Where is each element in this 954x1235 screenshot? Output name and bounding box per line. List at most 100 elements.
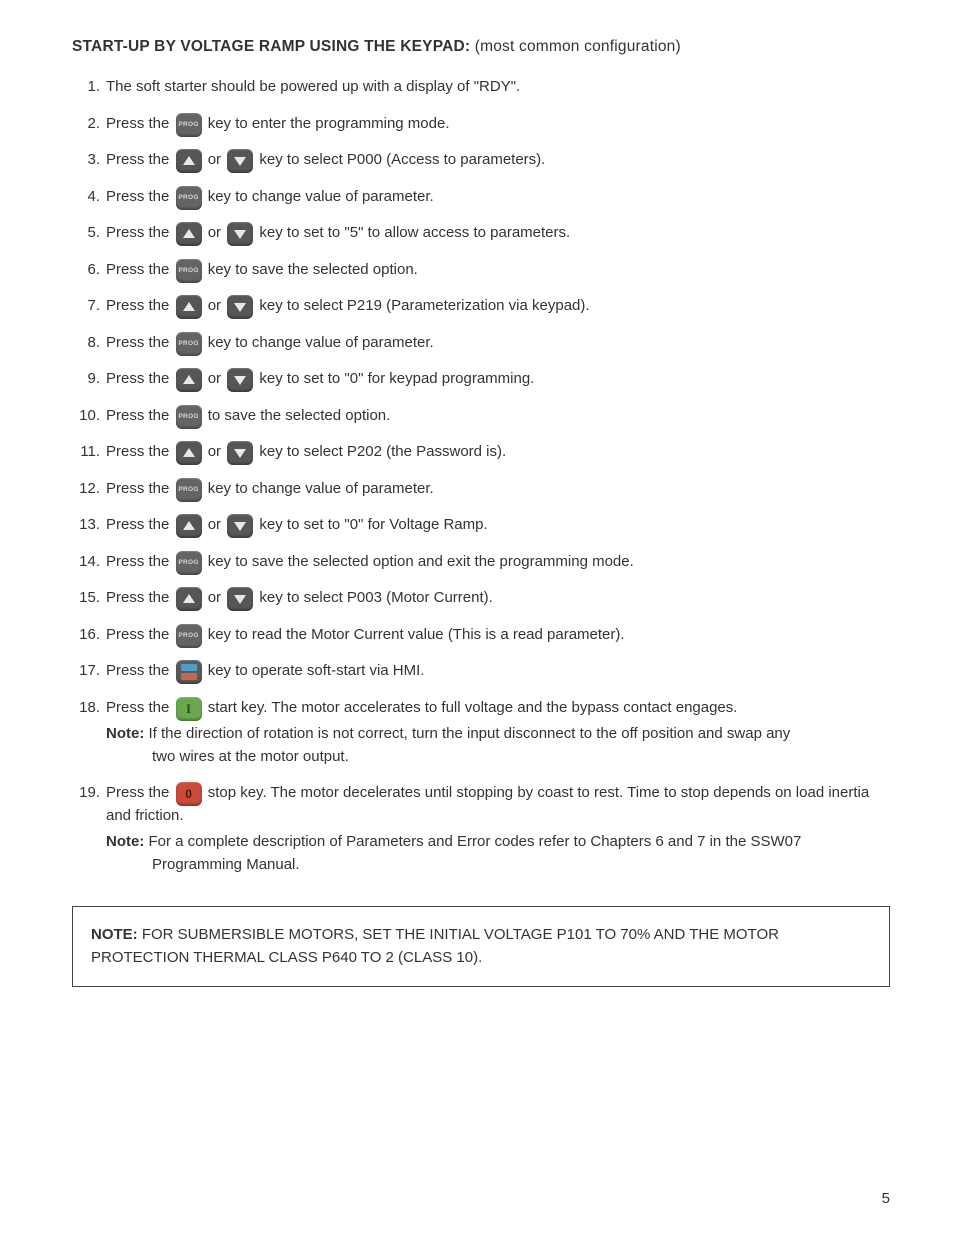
step-9: Press the or key to set to "0" for keypa… [72,368,890,391]
step-2: Press the key to enter the programming m… [72,113,890,136]
step-text: or [204,370,226,387]
step-12: Press the key to change value of paramet… [72,478,890,501]
heading-bold: START-UP BY VOLTAGE RAMP USING THE KEYPA… [72,38,470,55]
heading-sub: (most common configuration) [470,38,681,55]
step-6: Press the key to save the selected optio… [72,259,890,282]
step-text: key to set to "0" for keypad programming… [255,370,534,387]
up-key-icon [176,514,202,538]
steps-list: The soft starter should be powered up wi… [72,76,890,876]
step-18: Press the start key. The motor accelerat… [72,697,890,769]
step-text: key to select P202 (the Password is). [255,443,506,460]
prog-key-icon [176,259,202,283]
step-text: Press the [106,784,174,801]
step-text: key to save the selected option. [204,261,418,278]
step-text: Press the [106,334,174,351]
step-4: Press the key to change value of paramet… [72,186,890,209]
step-text: stop key. The motor decelerates until st… [106,784,869,824]
step-text: Press the [106,443,174,460]
step-text: Press the [106,297,174,314]
note-text: If the direction of rotation is not corr… [144,725,790,742]
step-text: or [204,516,226,533]
step-text: key to change value of parameter. [204,334,434,351]
step-text: Press the [106,261,174,278]
down-key-icon [227,368,253,392]
step-text: key to read the Motor Current value (Thi… [204,626,625,643]
note-box: NOTE: FOR SUBMERSIBLE MOTORS, SET THE IN… [72,906,890,987]
step-7: Press the or key to select P219 (Paramet… [72,295,890,318]
step-text: or [204,151,226,168]
step-text: to save the selected option. [204,407,391,424]
step-text: key to save the selected option and exit… [204,553,634,570]
step-16: Press the key to read the Motor Current … [72,624,890,647]
step-text: The soft starter should be powered up wi… [106,78,520,95]
down-key-icon [227,441,253,465]
prog-key-icon [176,113,202,137]
section-heading: START-UP BY VOLTAGE RAMP USING THE KEYPA… [72,38,890,56]
step-3: Press the or key to select P000 (Access … [72,149,890,172]
down-key-icon [227,222,253,246]
up-key-icon [176,222,202,246]
step-text: key to select P219 (Parameterization via… [255,297,589,314]
prog-key-icon [176,405,202,429]
step-text: key to select P000 (Access to parameters… [255,151,545,168]
step-text: Press the [106,699,174,716]
step-11: Press the or key to select P202 (the Pas… [72,441,890,464]
note-text: Programming Manual. [106,854,890,877]
loc-rem-key-icon [176,660,202,684]
note-box-label: NOTE: [91,926,138,943]
note-text: two wires at the motor output. [106,746,890,769]
up-key-icon [176,441,202,465]
up-key-icon [176,587,202,611]
step-text: or [204,443,226,460]
prog-key-icon [176,332,202,356]
step-1: The soft starter should be powered up wi… [72,76,890,99]
prog-key-icon [176,478,202,502]
step-10: Press the to save the selected option. [72,405,890,428]
step-text: or [204,297,226,314]
down-key-icon [227,149,253,173]
step-text: key to set to "0" for Voltage Ramp. [255,516,487,533]
step-text: Press the [106,188,174,205]
up-key-icon [176,149,202,173]
down-key-icon [227,514,253,538]
step-text: start key. The motor accelerates to full… [204,699,738,716]
step-5: Press the or key to set to "5" to allow … [72,222,890,245]
start-key-icon [176,697,202,721]
step-text: Press the [106,589,174,606]
step-text: Press the [106,224,174,241]
step-text: Press the [106,626,174,643]
step-14: Press the key to save the selected optio… [72,551,890,574]
down-key-icon [227,587,253,611]
step-text: key to change value of parameter. [204,188,434,205]
step-text: Press the [106,370,174,387]
step-text: Press the [106,662,174,679]
prog-key-icon [176,624,202,648]
step-text: Press the [106,151,174,168]
step-13: Press the or key to set to "0" for Volta… [72,514,890,537]
prog-key-icon [176,186,202,210]
note-text: For a complete description of Parameters… [144,833,801,850]
step-text: key to set to "5" to allow access to par… [255,224,570,241]
step-text: or [204,224,226,241]
step-text: Press the [106,553,174,570]
step-text: key to operate soft-start via HMI. [204,662,425,679]
step-text: or [204,589,226,606]
step-text: Press the [106,407,174,424]
note-label: Note: [106,833,144,850]
step-text: Press the [106,115,174,132]
step-text: key to enter the programming mode. [204,115,450,132]
step-15: Press the or key to select P003 (Motor C… [72,587,890,610]
down-key-icon [227,295,253,319]
up-key-icon [176,295,202,319]
note-label: Note: [106,725,144,742]
step-8: Press the key to change value of paramet… [72,332,890,355]
note-box-text: FOR SUBMERSIBLE MOTORS, SET THE INITIAL … [91,926,779,966]
step-text: key to select P003 (Motor Current). [255,589,493,606]
step-text: Press the [106,516,174,533]
step-note: Note: For a complete description of Para… [106,831,890,876]
stop-key-icon [176,782,202,806]
step-note: Note: If the direction of rotation is no… [106,723,890,768]
step-17: Press the key to operate soft-start via … [72,660,890,683]
page-number: 5 [882,1190,890,1207]
prog-key-icon [176,551,202,575]
